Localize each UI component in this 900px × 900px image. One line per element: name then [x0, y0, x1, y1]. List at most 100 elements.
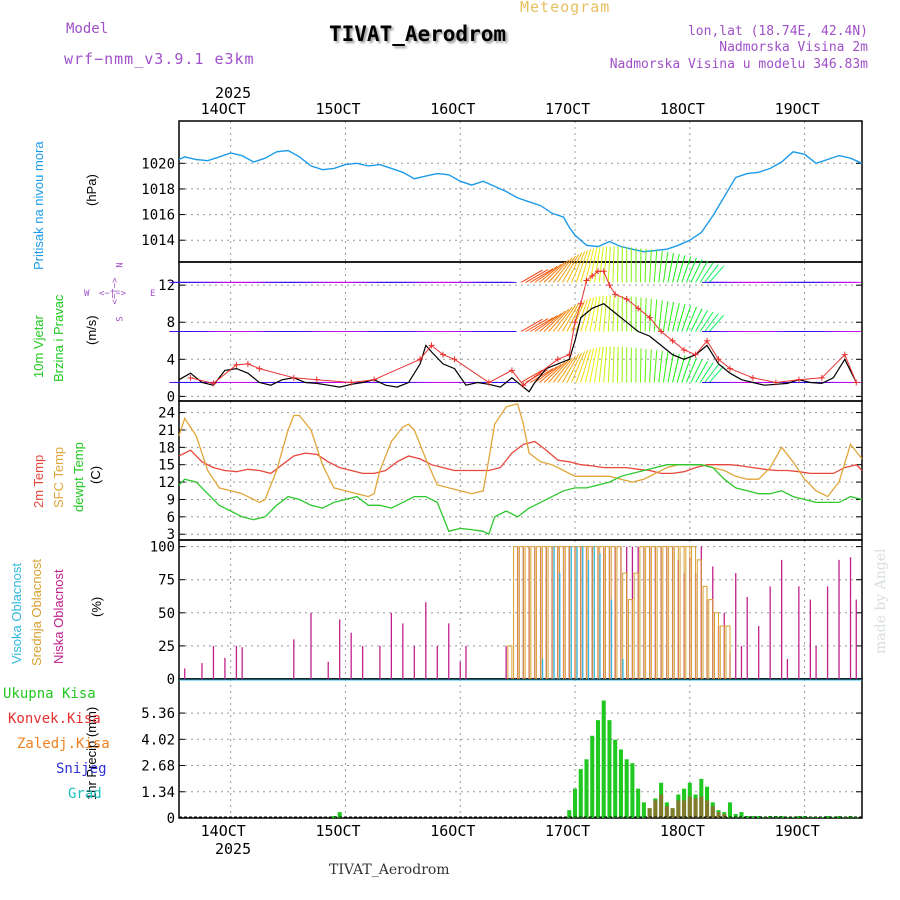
- legend-ukupna: Ukupna Kisa: [3, 686, 96, 702]
- precip-convective-bar: [647, 808, 652, 818]
- wind-barb: [612, 295, 615, 332]
- cloud-mid-bar: [673, 546, 679, 679]
- page-title: TIVAT_Aerodrom: [329, 22, 507, 46]
- wind-barb: [603, 295, 608, 332]
- wind-barb: [685, 357, 697, 383]
- wind-barb: [584, 248, 595, 283]
- wind-barb: [529, 317, 554, 332]
- wind-gust-marker: [572, 319, 579, 326]
- wind-barb: [589, 296, 598, 332]
- wind-barb: [708, 314, 725, 332]
- cloud-mid-bar: [650, 546, 656, 679]
- wind-barb: [699, 262, 714, 283]
- legend-snijeg: Snijeg: [56, 761, 107, 777]
- wind-barb: [534, 266, 558, 283]
- wind-gust-marker: [704, 337, 711, 344]
- wind-barb: [667, 252, 675, 283]
- wind-gust-marker: [485, 379, 492, 386]
- cloud-mid-bar: [691, 546, 697, 679]
- y-tick-label: 2.68: [141, 759, 175, 775]
- wind-gust-marker: [428, 342, 435, 349]
- wind-barb: [639, 297, 642, 332]
- pressure-line: [178, 149, 863, 253]
- precip-total-bar: [590, 735, 595, 818]
- wind-gust-marker: [853, 379, 860, 386]
- wind-barb: [695, 360, 709, 383]
- wind-barb: [571, 351, 586, 383]
- cloud-mid-bar: [639, 546, 645, 679]
- temp-2m-line: [178, 440, 863, 475]
- wind-gust-marker: [451, 356, 458, 363]
- cloud-mid-bar: [564, 546, 570, 679]
- precip-total-bar: [613, 739, 618, 818]
- cloud-mid-bar: [702, 585, 708, 679]
- bottom-time-tick-label: 14OCT: [201, 822, 246, 840]
- precip-total-bar: [641, 802, 646, 818]
- y-tick-label: 0: [167, 672, 175, 688]
- wind-barb: [603, 346, 608, 383]
- wind-barb: [681, 305, 692, 332]
- wind-gust-marker: [520, 382, 527, 389]
- panel-frame-temp: [178, 400, 863, 541]
- footer-station: TIVAT_Aerodrom: [329, 862, 450, 878]
- wind-barb: [557, 355, 576, 383]
- precip-total-bar: [595, 720, 601, 818]
- precip-convective-bar: [687, 796, 692, 818]
- wind-barb: [649, 249, 652, 283]
- wind-barb: [667, 301, 675, 332]
- wind-gust-marker: [681, 347, 688, 354]
- wind-barb: [685, 257, 697, 283]
- wind-barb: [708, 365, 725, 383]
- wind-barb: [658, 351, 663, 383]
- wind-gust-marker: [233, 361, 240, 368]
- wind-barb: [534, 315, 558, 332]
- bottom-year-label: 2025: [215, 840, 252, 858]
- wind-barb: [676, 255, 686, 283]
- wind-barb: [539, 363, 562, 383]
- legend-zaledj: Zaledj.Kisa: [17, 736, 110, 752]
- cloud-mid-bar: [633, 572, 639, 679]
- wind-barb: [566, 301, 583, 332]
- precip-total-bar: [825, 816, 830, 818]
- wind-barb: [676, 355, 686, 383]
- cloud-mid-bar: [679, 546, 685, 679]
- wind-barb: [690, 259, 703, 283]
- cloud-mid-bar: [622, 572, 628, 679]
- precip-total-bar: [727, 802, 733, 818]
- y-tick-label: 50: [158, 606, 175, 622]
- cloud-mid-bar: [530, 546, 536, 679]
- wind-gust-marker: [371, 376, 378, 383]
- wind-barb: [612, 246, 615, 283]
- elevation-label: Nadmorska Visina 2m: [719, 40, 868, 55]
- precip-total-bar: [618, 749, 623, 818]
- precip-total-bar: [624, 759, 629, 818]
- wind-barb: [561, 354, 580, 383]
- wind-barb: [529, 268, 554, 283]
- top-time-tick-label: 14OCT: [201, 100, 246, 118]
- wind-barb: [520, 369, 543, 383]
- wind-gust-marker: [417, 356, 424, 363]
- precip-convective-bar: [676, 800, 681, 818]
- wind-barb: [672, 253, 680, 283]
- wind-barb: [653, 350, 658, 383]
- bottom-time-tick-label: 18OCT: [660, 822, 705, 840]
- cloud-mid-bar: [645, 546, 651, 679]
- wind-gust-marker: [210, 380, 217, 387]
- cloud-mid-bar: [714, 612, 720, 679]
- wind-barb: [616, 295, 619, 332]
- wind-barb: [662, 251, 669, 283]
- wind-gust-marker: [187, 374, 194, 381]
- wind-barb: [584, 297, 595, 332]
- precip-convective-bar: [699, 796, 704, 818]
- wind-gust-marker: [612, 291, 619, 298]
- wind-barb: [575, 249, 589, 283]
- bottom-time-tick-label: 19OCT: [775, 822, 820, 840]
- y-tick-label: 21: [158, 423, 175, 439]
- wind-gust-marker: [818, 374, 825, 381]
- precip-total-bar: [750, 816, 755, 818]
- cloud-mid-bar: [662, 546, 668, 679]
- bottom-time-tick-label: 17OCT: [545, 822, 590, 840]
- wind-barb: [529, 368, 554, 383]
- wind-gust-marker: [669, 337, 676, 344]
